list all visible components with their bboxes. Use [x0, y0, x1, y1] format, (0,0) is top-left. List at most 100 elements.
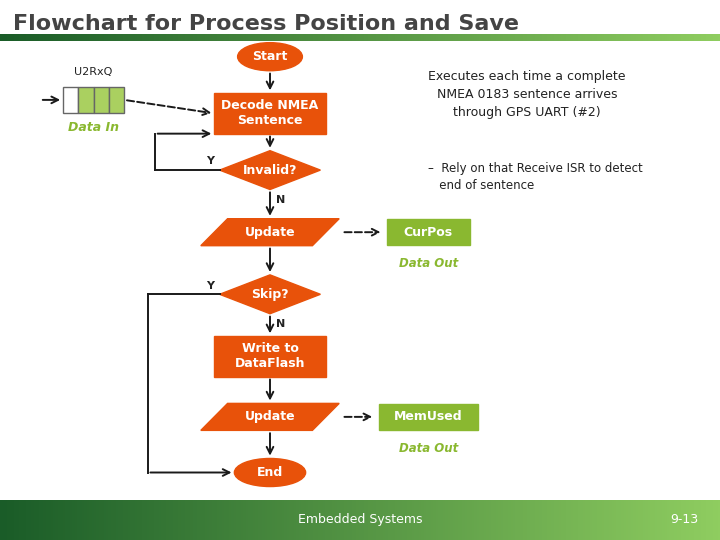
Bar	[530, 500, 532, 540]
Bar	[210, 500, 212, 540]
Bar	[9, 500, 12, 540]
Bar	[163, 34, 166, 40]
Bar	[294, 500, 296, 540]
Bar	[166, 500, 168, 540]
Bar	[229, 34, 231, 40]
Bar	[508, 34, 510, 40]
Bar	[698, 34, 701, 40]
Bar	[282, 34, 284, 40]
Bar	[301, 500, 303, 540]
Bar	[371, 34, 373, 40]
Bar	[289, 500, 292, 540]
Bar	[638, 34, 641, 40]
Text: Invalid?: Invalid?	[243, 164, 297, 177]
Bar	[277, 500, 279, 540]
Bar	[607, 500, 609, 540]
Bar	[484, 500, 487, 540]
Bar	[116, 34, 118, 40]
Bar	[691, 500, 693, 540]
Bar	[568, 500, 571, 540]
Bar	[222, 34, 224, 40]
Bar	[77, 34, 79, 40]
Bar	[387, 219, 470, 245]
Bar	[190, 500, 193, 540]
Bar	[135, 500, 138, 540]
Bar	[611, 500, 614, 540]
Bar	[79, 500, 82, 540]
Bar	[472, 34, 474, 40]
Bar	[109, 87, 124, 113]
Bar	[43, 500, 46, 540]
Bar	[251, 34, 253, 40]
Bar	[86, 34, 89, 40]
Bar	[383, 34, 385, 40]
Bar	[701, 500, 703, 540]
Bar	[431, 34, 433, 40]
Bar	[595, 500, 597, 540]
Bar	[274, 34, 277, 40]
Bar	[39, 34, 41, 40]
Bar	[337, 500, 340, 540]
Bar	[94, 500, 96, 540]
Bar	[27, 500, 29, 540]
Bar	[101, 500, 104, 540]
Bar	[667, 500, 670, 540]
Bar	[419, 34, 421, 40]
Bar	[120, 500, 123, 540]
Bar	[410, 34, 412, 40]
Bar	[426, 34, 428, 40]
Bar	[494, 34, 496, 40]
Bar	[412, 34, 414, 40]
Bar	[626, 34, 629, 40]
Bar	[711, 34, 713, 40]
Bar	[410, 500, 412, 540]
Bar	[68, 500, 70, 540]
Bar	[706, 34, 708, 40]
Bar	[333, 34, 335, 40]
Bar	[149, 34, 152, 40]
Bar	[491, 500, 494, 540]
Bar	[171, 500, 174, 540]
Bar	[236, 34, 238, 40]
Bar	[665, 34, 667, 40]
Bar	[546, 500, 549, 540]
Bar	[145, 34, 147, 40]
Bar	[292, 500, 294, 540]
Bar	[113, 34, 116, 40]
Bar	[320, 500, 323, 540]
Bar	[323, 34, 325, 40]
Bar	[505, 34, 508, 40]
Bar	[135, 34, 138, 40]
Bar	[527, 500, 530, 540]
Bar	[58, 34, 60, 40]
Bar	[516, 34, 518, 40]
Bar	[496, 34, 498, 40]
Bar	[106, 34, 109, 40]
Bar	[527, 34, 530, 40]
Bar	[299, 34, 301, 40]
Bar	[111, 34, 113, 40]
Bar	[301, 34, 303, 40]
Bar	[520, 500, 523, 540]
Bar	[243, 500, 246, 540]
Bar	[662, 34, 665, 40]
Bar	[342, 34, 344, 40]
Text: Data Out: Data Out	[399, 257, 458, 270]
Bar	[619, 34, 621, 40]
Bar	[337, 34, 340, 40]
Bar	[99, 500, 101, 540]
Bar	[330, 34, 333, 40]
Bar	[243, 34, 246, 40]
Bar	[138, 500, 140, 540]
Bar	[614, 500, 616, 540]
Bar	[585, 500, 588, 540]
Bar	[590, 500, 593, 540]
Bar	[94, 87, 109, 113]
Bar	[634, 34, 636, 40]
Bar	[91, 500, 94, 540]
Polygon shape	[201, 403, 339, 430]
Bar	[188, 500, 190, 540]
Bar	[412, 500, 414, 540]
Bar	[168, 34, 171, 40]
Bar	[480, 500, 482, 540]
